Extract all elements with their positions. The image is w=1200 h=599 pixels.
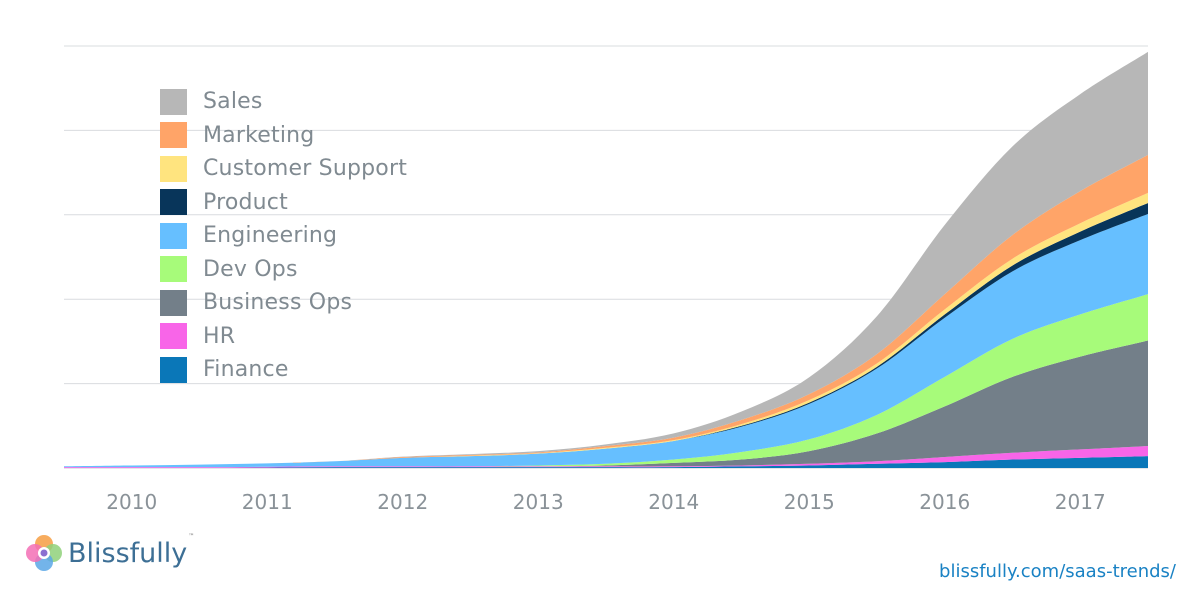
legend-item: Marketing bbox=[160, 119, 407, 153]
legend-label: Finance bbox=[203, 357, 289, 383]
x-tick-label: 2015 bbox=[784, 490, 835, 514]
area-business-ops bbox=[64, 340, 1148, 468]
legend-label: Business Ops bbox=[203, 290, 353, 316]
brand-name: Blissfully bbox=[68, 537, 188, 569]
area-dev-ops bbox=[64, 294, 1148, 468]
area-series-group bbox=[64, 51, 1148, 469]
legend-item: Product bbox=[160, 186, 407, 220]
legend-swatch bbox=[160, 189, 187, 216]
legend-label: Customer Support bbox=[203, 156, 408, 182]
legend-label: HR bbox=[203, 323, 236, 349]
x-tick-label: 2010 bbox=[106, 490, 157, 514]
legend-item: Business Ops bbox=[160, 286, 407, 320]
legend-item: Customer Support bbox=[160, 152, 407, 186]
chart-legend: Sales Marketing Customer Support Product Eng… bbox=[160, 85, 407, 387]
legend-label: Engineering bbox=[203, 223, 338, 249]
legend-item: Sales bbox=[160, 85, 407, 119]
x-tick-label: 2012 bbox=[377, 490, 428, 514]
source-url-link[interactable]: blissfully.com/saas-trends/ bbox=[939, 561, 1176, 582]
legend-swatch bbox=[160, 289, 187, 316]
x-tick-labels: 2010 2011 2012 2013 2014 2015 2016 2017 bbox=[106, 490, 1105, 514]
legend-label: Marketing bbox=[203, 122, 315, 148]
legend-item: Finance bbox=[160, 353, 407, 387]
legend-swatch bbox=[160, 222, 187, 249]
x-tick-label: 2014 bbox=[648, 490, 699, 514]
legend-swatch bbox=[160, 155, 187, 182]
legend-swatch bbox=[160, 122, 187, 149]
x-tick-label: 2016 bbox=[919, 490, 970, 514]
area-marketing bbox=[64, 154, 1148, 467]
legend-item: Engineering bbox=[160, 219, 407, 253]
legend-item: Dev Ops bbox=[160, 253, 407, 287]
stacked-area-chart: 2010 2011 2012 2013 2014 2015 2016 2017 bbox=[64, 45, 1148, 514]
legend-item: HR bbox=[160, 320, 407, 354]
legend-swatch bbox=[160, 356, 187, 383]
x-tick-label: 2011 bbox=[242, 490, 293, 514]
blissfully-logo-icon bbox=[26, 535, 62, 571]
area-finance bbox=[64, 456, 1148, 469]
brand-block[interactable]: Blissfully ™ bbox=[24, 533, 194, 573]
legend-swatch bbox=[160, 323, 187, 350]
area-sales bbox=[64, 51, 1148, 467]
area-engineering bbox=[64, 213, 1148, 468]
legend-label: Dev Ops bbox=[203, 256, 298, 282]
x-tick-label: 2017 bbox=[1055, 490, 1106, 514]
legend-swatch bbox=[160, 256, 187, 283]
area-hr bbox=[64, 446, 1148, 469]
brand-trademark: ™ bbox=[188, 533, 195, 540]
x-tick-label: 2013 bbox=[513, 490, 564, 514]
legend-swatch bbox=[160, 88, 187, 115]
legend-label: Product bbox=[203, 189, 288, 215]
legend-label: Sales bbox=[203, 89, 263, 115]
